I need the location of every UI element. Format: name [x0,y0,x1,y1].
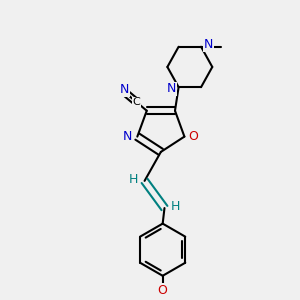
Text: H: H [129,172,138,186]
Text: O: O [188,130,198,143]
Text: C: C [133,97,140,107]
Text: N: N [204,38,213,51]
Text: N: N [167,82,176,95]
Text: O: O [158,284,168,297]
Text: H: H [171,200,180,213]
Text: N: N [120,83,130,96]
Text: N: N [122,130,132,143]
